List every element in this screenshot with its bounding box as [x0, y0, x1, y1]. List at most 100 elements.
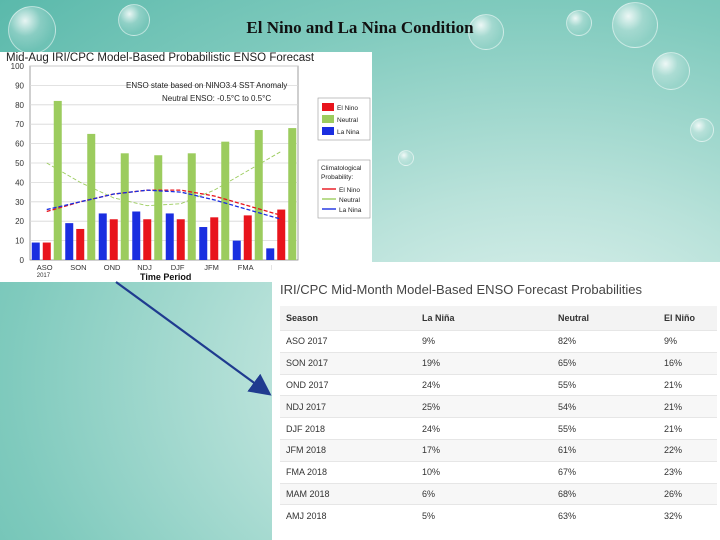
table-title: IRI/CPC Mid-Month Model-Based ENSO Forec… — [280, 282, 642, 297]
neutral-cell: 55% — [552, 417, 658, 440]
y-tick-label: 50 — [15, 159, 24, 168]
x-tick-sublabel: 2017 — [37, 273, 51, 279]
bar-neutral — [288, 128, 297, 260]
bar-el-nino — [143, 219, 152, 260]
season-cell: NDJ 2017 — [280, 395, 416, 418]
neutral-cell: 67% — [552, 460, 658, 484]
el-nino-cell: 22% — [658, 438, 717, 462]
chart-title: Mid-Aug IRI/CPC Model-Based Probabilisti… — [6, 52, 315, 64]
climatology-line-la-nina — [46, 189, 282, 220]
bar-la-nina — [266, 248, 275, 260]
bar-la-nina — [232, 240, 241, 260]
table-row: AMJ 2018 5% 63% 32% — [280, 504, 717, 527]
bar-neutral — [187, 153, 196, 260]
header-el-nino: El Niño — [658, 306, 717, 331]
table-header-row: Season La Niña Neutral El Niño — [280, 306, 717, 331]
y-tick-label: 20 — [15, 217, 24, 226]
y-tick-label: 80 — [15, 101, 24, 110]
x-tick-label: ASO — [37, 263, 53, 272]
neutral-cell: 63% — [552, 504, 658, 527]
bar-neutral — [154, 155, 163, 260]
enso-forecast-chart: Mid-Aug IRI/CPC Model-Based Probabilisti… — [0, 52, 372, 282]
climatology-legend-title: Climatological — [321, 165, 362, 172]
legend-label: El Nino — [337, 105, 358, 112]
la-nina-cell: 5% — [416, 504, 552, 527]
y-tick-label: 100 — [11, 62, 25, 71]
water-droplet — [398, 150, 414, 166]
neutral-cell: 65% — [552, 351, 658, 375]
y-tick-label: 40 — [15, 178, 24, 187]
la-nina-cell: 24% — [416, 417, 552, 440]
bar-el-nino — [277, 209, 286, 260]
water-droplet — [566, 10, 592, 36]
bar-el-nino — [243, 215, 252, 260]
season-cell: AMJ 2018 — [280, 504, 416, 527]
climatology-legend-title: Probability: — [321, 174, 353, 181]
season-cell: SON 2017 — [280, 351, 416, 375]
annotation-line: ENSO state based on NINO3.4 SST Anomaly — [126, 81, 287, 90]
season-cell: DJF 2018 — [280, 417, 416, 440]
neutral-cell: 61% — [552, 438, 658, 462]
bar-el-nino — [176, 219, 185, 260]
el-nino-cell: 32% — [658, 504, 717, 527]
legend-label: Neutral — [337, 117, 359, 124]
bar-la-nina — [65, 223, 74, 260]
x-tick-label: OND — [104, 263, 121, 272]
x-tick-label: FMA — [238, 263, 254, 272]
el-nino-cell: 9% — [658, 330, 717, 353]
forecast-probability-table: Season La Niña Neutral El Niño ASO 2017 9… — [280, 306, 717, 527]
bar-la-nina — [199, 227, 208, 260]
x-tick-label: SON — [70, 263, 86, 272]
el-nino-cell: 26% — [658, 482, 717, 505]
x-tick-label: JFM — [204, 263, 219, 272]
y-tick-label: 90 — [15, 81, 24, 90]
season-cell: ASO 2017 — [280, 330, 416, 353]
bar-el-nino — [42, 242, 51, 260]
forecast-table-panel: IRI/CPC Mid-Month Model-Based ENSO Forec… — [272, 262, 720, 540]
bar-neutral — [221, 141, 230, 260]
legend-swatch — [322, 127, 334, 135]
table-row: SON 2017 19% 65% 16% — [280, 351, 717, 375]
bar-la-nina — [98, 213, 107, 260]
bar-neutral — [53, 100, 62, 260]
annotation-line: Neutral ENSO: -0.5°C to 0.5°C — [162, 94, 271, 103]
legend-swatch — [322, 115, 334, 123]
y-tick-label: 70 — [15, 120, 24, 129]
y-tick-label: 30 — [15, 198, 24, 207]
header-la-nina: La Niña — [416, 306, 552, 331]
el-nino-cell: 23% — [658, 460, 717, 484]
season-cell: JFM 2018 — [280, 438, 416, 462]
y-tick-label: 0 — [20, 256, 25, 265]
table-row: DJF 2018 24% 55% 21% — [280, 417, 717, 440]
slide-title: El Nino and La Nina Condition — [246, 18, 474, 37]
la-nina-cell: 10% — [416, 460, 552, 484]
water-droplet — [652, 52, 690, 90]
x-tick-label: DJF — [171, 263, 185, 272]
bar-la-nina — [132, 211, 141, 260]
table-row: FMA 2018 10% 67% 23% — [280, 460, 717, 484]
y-tick-label: 10 — [15, 237, 24, 246]
bar-la-nina — [165, 213, 174, 260]
bar-neutral — [87, 133, 96, 260]
neutral-cell: 55% — [552, 373, 658, 396]
table-row: JFM 2018 17% 61% 22% — [280, 438, 717, 462]
water-droplet — [468, 14, 504, 50]
la-nina-cell: 6% — [416, 482, 552, 505]
water-droplet — [118, 4, 150, 36]
header-season: Season — [280, 306, 416, 331]
la-nina-cell: 9% — [416, 330, 552, 353]
neutral-cell: 82% — [552, 330, 658, 353]
table-row: MAM 2018 6% 68% 26% — [280, 482, 717, 505]
bar-el-nino — [109, 219, 118, 260]
water-droplet — [612, 2, 658, 48]
el-nino-cell: 21% — [658, 395, 717, 418]
legend-label: El Nino — [339, 187, 360, 194]
table-row: OND 2017 24% 55% 21% — [280, 373, 717, 396]
table-row: ASO 2017 9% 82% 9% — [280, 330, 717, 353]
bar-neutral — [120, 153, 129, 260]
bar-neutral — [254, 130, 263, 260]
chart-plot: 0 10 20 30 40 50 60 70 80 90 100 ASO SON OND NDJ DJF JFM… — [11, 62, 371, 282]
legend-swatch — [322, 103, 334, 111]
bar-el-nino — [210, 217, 219, 260]
water-droplet — [8, 6, 56, 54]
